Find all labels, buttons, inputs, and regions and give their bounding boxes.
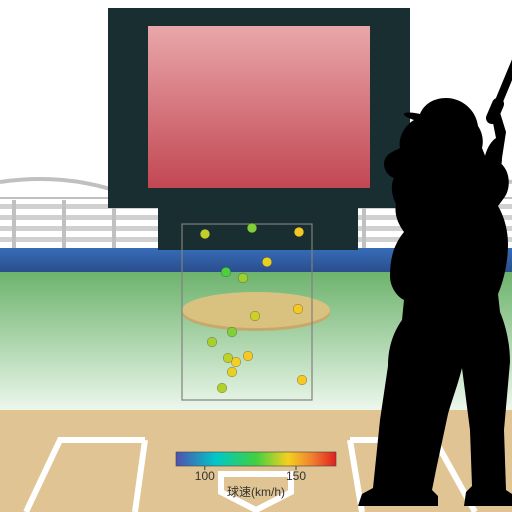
legend-tick: 100 bbox=[195, 469, 215, 483]
pitch-marker bbox=[247, 223, 257, 233]
pitch-marker bbox=[200, 229, 210, 239]
pitch-marker bbox=[217, 383, 227, 393]
pitch-marker bbox=[297, 375, 307, 385]
pitch-marker bbox=[243, 351, 253, 361]
pitchers-mound bbox=[182, 292, 330, 328]
scoreboard-screen bbox=[148, 26, 370, 188]
pitch-marker bbox=[227, 367, 237, 377]
legend-tick: 150 bbox=[286, 469, 306, 483]
pitch-marker bbox=[294, 227, 304, 237]
pitch-marker bbox=[221, 267, 231, 277]
scoreboard-support bbox=[158, 208, 358, 250]
pitch-marker bbox=[250, 311, 260, 321]
pitch-marker bbox=[293, 304, 303, 314]
pitch-location-chart: 100 150球速(km/h) bbox=[0, 0, 512, 512]
pitch-marker bbox=[262, 257, 272, 267]
pitch-marker bbox=[227, 327, 237, 337]
pitch-marker bbox=[238, 273, 248, 283]
legend-label: 球速(km/h) bbox=[227, 485, 285, 499]
pitch-marker bbox=[207, 337, 217, 347]
pitch-marker bbox=[223, 353, 233, 363]
